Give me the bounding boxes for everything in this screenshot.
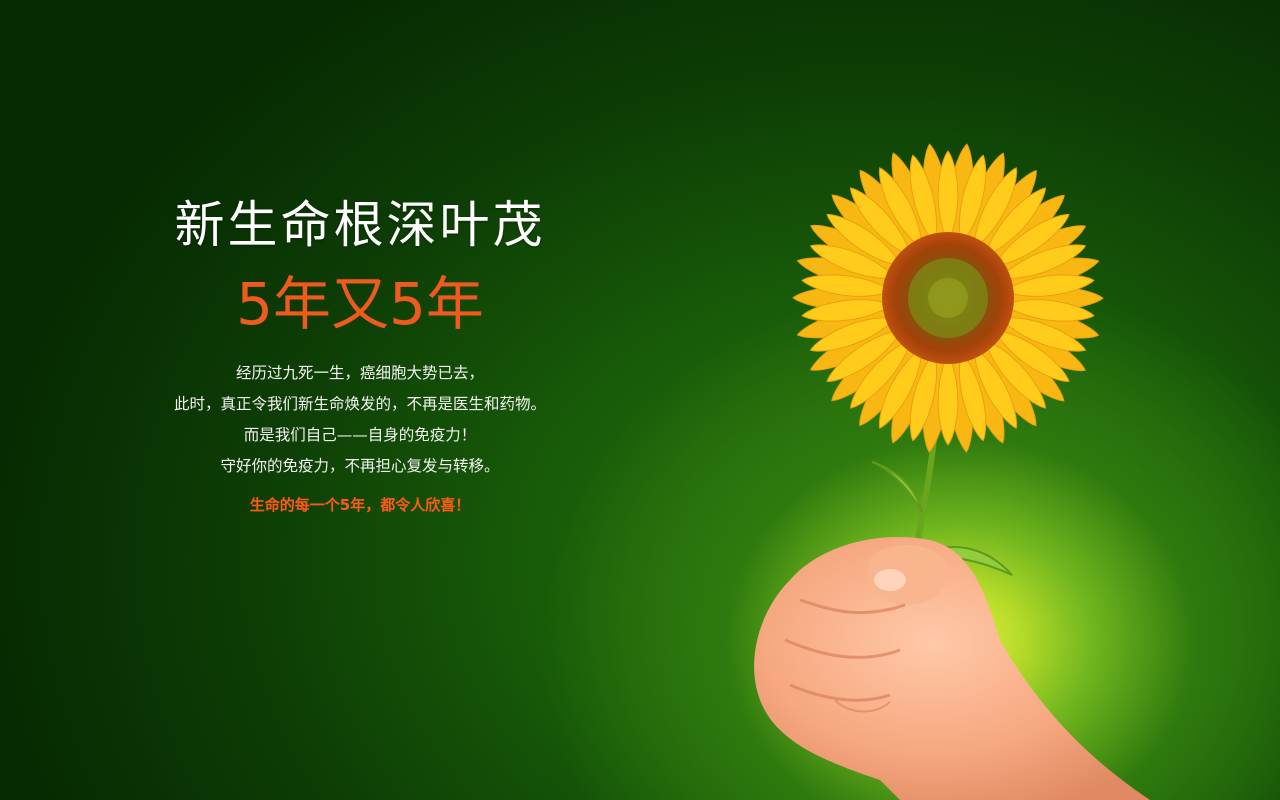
body-line: 而是我们自己——自身的免疫力！ bbox=[243, 426, 477, 444]
petal bbox=[801, 299, 895, 322]
body-line: 此时，真正令我们新生命焕发的，不再是医生和药物。 bbox=[173, 395, 546, 413]
petal bbox=[998, 316, 1087, 352]
body-line: 经历过九死一生，癌细胞大势已去， bbox=[235, 364, 484, 382]
petal bbox=[972, 167, 1018, 251]
highlight-line: 生命的每一个5年，都令人欣喜！ bbox=[249, 496, 471, 514]
petal bbox=[878, 167, 924, 251]
petal bbox=[826, 213, 904, 268]
petal bbox=[909, 154, 937, 246]
headline: 新生命根深叶茂 bbox=[174, 196, 546, 254]
petal bbox=[998, 244, 1087, 280]
flower-petals bbox=[792, 143, 1104, 453]
petal bbox=[959, 350, 987, 442]
petal bbox=[809, 316, 898, 352]
petal bbox=[1001, 299, 1095, 322]
petal bbox=[809, 244, 898, 280]
baby-hand bbox=[754, 536, 1150, 800]
petal bbox=[983, 338, 1047, 409]
text-panel: 新生命根深叶茂 5年又5年 经历过九死一生，癌细胞大势已去， 此时，真正令我们新… bbox=[110, 190, 610, 535]
body-line: 守好你的免疫力，不再担心复发与转移。 bbox=[220, 457, 500, 475]
petal bbox=[937, 150, 959, 245]
petal bbox=[826, 328, 904, 383]
petal bbox=[878, 345, 924, 429]
petal bbox=[1001, 274, 1095, 297]
petal bbox=[992, 213, 1070, 268]
petal bbox=[909, 350, 937, 442]
subheadline: 5年又5年 bbox=[236, 270, 484, 338]
petal bbox=[937, 351, 959, 446]
petal bbox=[959, 154, 987, 246]
leaf-left bbox=[871, 461, 923, 513]
petal bbox=[983, 187, 1047, 258]
petal bbox=[849, 338, 913, 409]
petal bbox=[972, 345, 1018, 429]
petal bbox=[992, 328, 1070, 383]
petal bbox=[801, 274, 895, 297]
petal bbox=[849, 187, 913, 258]
